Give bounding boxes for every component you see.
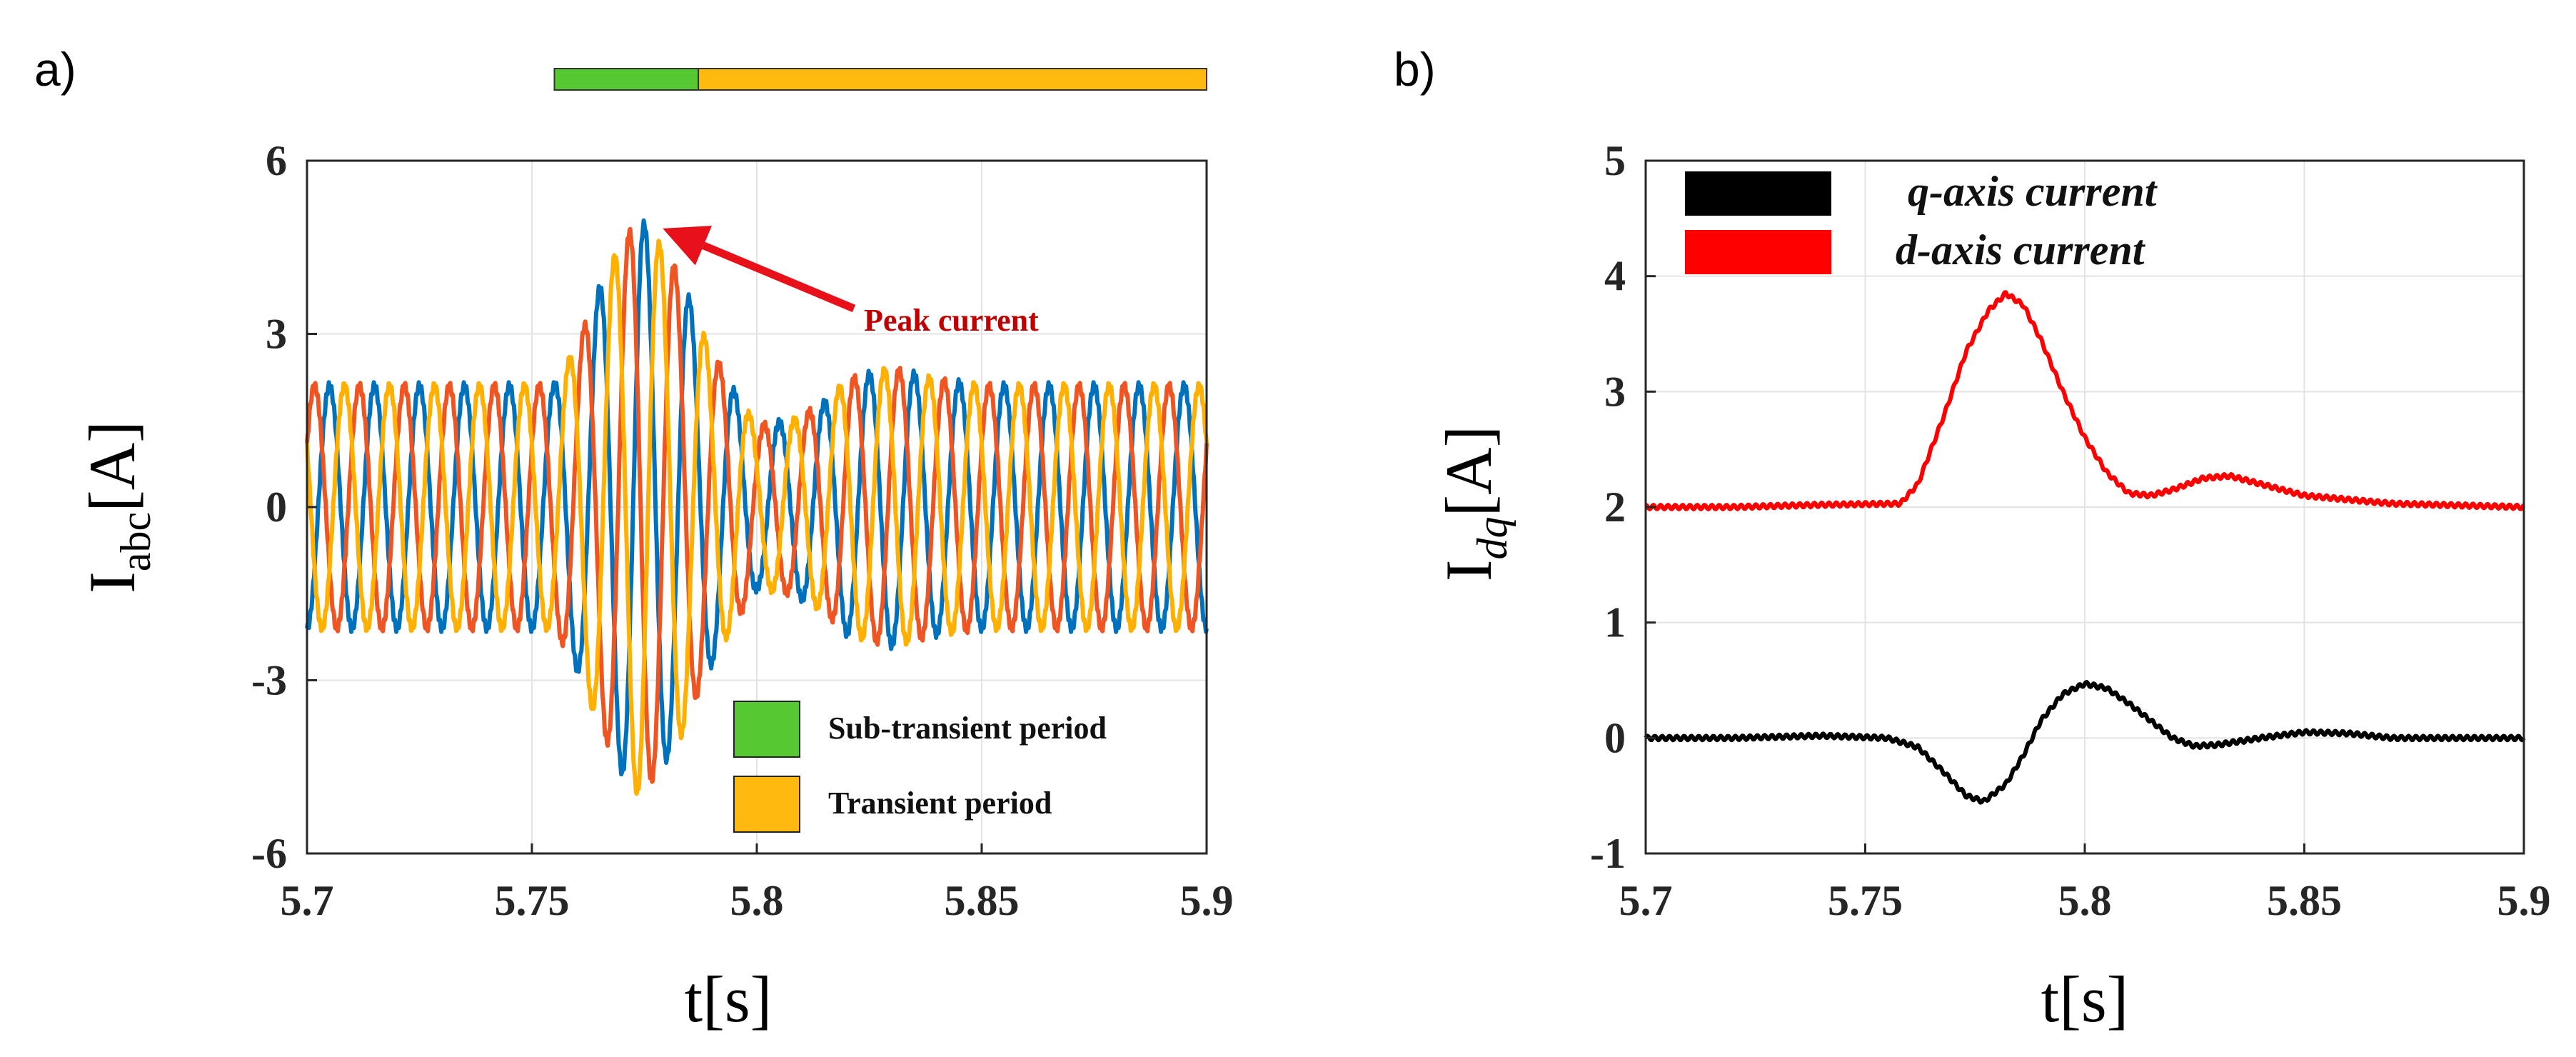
legend-swatch <box>733 776 800 833</box>
legend-swatch <box>1685 230 1831 274</box>
y-tick-label: 4 <box>1604 253 1626 300</box>
legend-label: q-axis current <box>1908 168 2158 215</box>
legend: Sub-transient period Transient period <box>733 701 1107 833</box>
phase-current-line <box>305 239 1209 796</box>
y-tick-label: -1 <box>1590 830 1626 877</box>
x-tick-label: 5.7 <box>281 877 334 924</box>
tick-labels: 5.7 5.75 5.8 5.85 5.9 -1 0 1 2 3 4 5 <box>1590 137 2550 924</box>
y-tick-label: 1 <box>1604 599 1626 646</box>
x-tick-label: 5.85 <box>945 877 1020 924</box>
y-tick-label: -6 <box>251 830 287 877</box>
legend: q-axis current d-axis current <box>1685 168 2158 274</box>
grid-lines <box>307 161 1207 853</box>
legend-label: Transient period <box>828 786 1052 821</box>
y-axis-label-main: I <box>1432 560 1505 582</box>
y-axis-label-unit: [A] <box>1432 426 1505 517</box>
series-line <box>1644 290 2526 511</box>
dq-current-lines <box>1644 290 2526 805</box>
y-axis-label-main: I <box>76 571 149 593</box>
y-tick-label: 6 <box>266 137 287 184</box>
x-tick-label: 5.75 <box>1828 877 1903 924</box>
panel-b-label: b) <box>1394 43 1436 96</box>
period-bar <box>553 68 713 91</box>
x-tick-label: 5.75 <box>495 877 570 924</box>
y-tick-label: 5 <box>1604 137 1626 184</box>
period-bar <box>698 68 1207 91</box>
peak-arrow-line <box>702 241 856 313</box>
y-axis-label-sub: abc <box>112 512 159 571</box>
peak-label: Peak current <box>864 303 1039 338</box>
x-tick-label: 5.8 <box>730 877 784 924</box>
y-tick-label: 0 <box>1604 714 1626 761</box>
x-axis-label-b: t[s] <box>2041 963 2129 1036</box>
panel-a-label: a) <box>34 43 76 96</box>
y-tick-label: 3 <box>266 311 287 358</box>
x-tick-label: 5.8 <box>2058 877 2112 924</box>
period-bars <box>553 68 1207 91</box>
x-tick-label: 5.9 <box>2497 877 2551 924</box>
legend-swatch <box>733 701 800 758</box>
legend-swatch <box>1685 171 1831 216</box>
y-tick-label: 3 <box>1604 368 1626 415</box>
x-tick-label: 5.7 <box>1619 877 1673 924</box>
series-line <box>1644 680 2526 805</box>
y-axis-label-a: Iabc[A] <box>76 421 159 593</box>
legend-label: d-axis current <box>1896 226 2146 274</box>
panel-b: b) 5.7 5.75 5.8 5.85 5.9 -1 0 1 2 3 4 5 q-axis curr… <box>1394 43 2551 1036</box>
peak-arrow-head <box>663 226 712 266</box>
x-tick-label: 5.9 <box>1180 877 1234 924</box>
phase-current-lines <box>305 218 1209 796</box>
y-axis-label-sub: dq <box>1469 517 1516 560</box>
panel-a: a) 5.7 5.75 5.8 5.85 5.9 -6 -3 0 3 6 Peak current… <box>34 43 1234 1036</box>
x-tick-label: 5.85 <box>2267 877 2342 924</box>
x-axis-label-a: t[s] <box>685 963 773 1036</box>
y-tick-label: -3 <box>251 657 287 704</box>
y-axis-label-unit: [A] <box>76 421 149 512</box>
y-tick-label: 0 <box>266 484 287 531</box>
y-tick-label: 2 <box>1604 484 1626 531</box>
peak-annotation: Peak current <box>663 226 1039 338</box>
legend-label: Sub-transient period <box>828 711 1107 746</box>
y-axis-label-b: Idq[A] <box>1432 426 1516 581</box>
tick-labels: 5.7 5.75 5.8 5.85 5.9 -6 -3 0 3 6 <box>251 137 1233 924</box>
